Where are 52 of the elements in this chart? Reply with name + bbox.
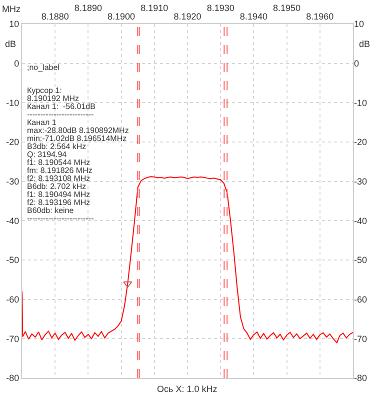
annotation: max:-28.80dB 8.190892MHz	[27, 126, 129, 135]
annotation: f2: 8.193196 MHz	[27, 198, 90, 207]
y2-tick-label: 10	[354, 19, 364, 30]
annotation: Канал 1	[27, 118, 57, 127]
x-tick-label: 8.1960	[306, 11, 334, 22]
y2-tick-label: -40	[354, 216, 368, 226]
annotation: B3db: 2.564 kHz	[27, 142, 86, 151]
x-tick-label: 8.1920	[174, 11, 202, 22]
annotation: f1: 8.190544 MHz	[27, 158, 90, 167]
y2-tick-label: -80	[354, 373, 368, 384]
y2-tick-label: -70	[354, 334, 368, 344]
x-axis-title: MHz	[2, 4, 21, 14]
annotation: fm: 8.191826 MHz	[27, 166, 92, 175]
x-tick-label: 8.1940	[240, 11, 268, 22]
y-axis-title: dB	[5, 39, 16, 49]
y2-tick-label: 0	[354, 58, 360, 68]
y-tick-label: -10	[6, 98, 20, 108]
annotation: B60db: keine	[27, 206, 74, 215]
annotation: min:-71.02dB 8.196514MHz	[27, 134, 127, 143]
text: Ось X: 1.0 kHz	[157, 384, 218, 394]
y2-tick-label: -10	[354, 98, 368, 108]
annotation: f2: 8.193108 MHz	[27, 174, 90, 183]
y2-tick-label: -60	[354, 294, 368, 304]
y-tick-label: -40	[6, 216, 20, 226]
x2-tick-label: 8.1950	[273, 3, 301, 14]
annotation: Курсор 1:	[27, 86, 62, 95]
y2-tick-label: -50	[354, 255, 368, 266]
annotation: Q: 3194.94	[27, 150, 68, 159]
x2-tick-label: 8.1930	[206, 3, 234, 14]
x-tick-label: 8.1880	[41, 11, 69, 22]
annotation: f1: 8.190494 MHz	[27, 190, 90, 199]
y-tick-label: -20	[6, 137, 20, 148]
x2-tick-label: 8.1910	[140, 3, 168, 14]
y-tick-label: -60	[6, 294, 20, 304]
annotation: ;no_label	[27, 63, 60, 72]
annotation: B6db: 2.702 kHz	[27, 182, 86, 191]
annotation: -------------------------	[27, 110, 94, 119]
annotation: 8.190192 MHz	[27, 94, 80, 103]
y-tick-label: -70	[6, 334, 20, 344]
x2-tick-label: 8.1890	[74, 3, 102, 14]
y-tick-label: 0	[14, 58, 20, 68]
y2-axis-title: dB	[359, 39, 370, 49]
y2-tick-label: -20	[354, 137, 368, 148]
line-series	[22, 176, 353, 344]
annotation: Канал 1: -56.01dB	[27, 102, 96, 111]
y-tick-label: -30	[6, 176, 20, 186]
y-tick-label: -50	[6, 255, 20, 266]
y-tick-label: -80	[6, 373, 20, 384]
annotation: -------------------------	[27, 214, 94, 223]
y2-tick-label: -30	[354, 176, 368, 186]
y-tick-label: 10	[9, 19, 20, 30]
x-tick-label: 8.1900	[108, 11, 136, 22]
